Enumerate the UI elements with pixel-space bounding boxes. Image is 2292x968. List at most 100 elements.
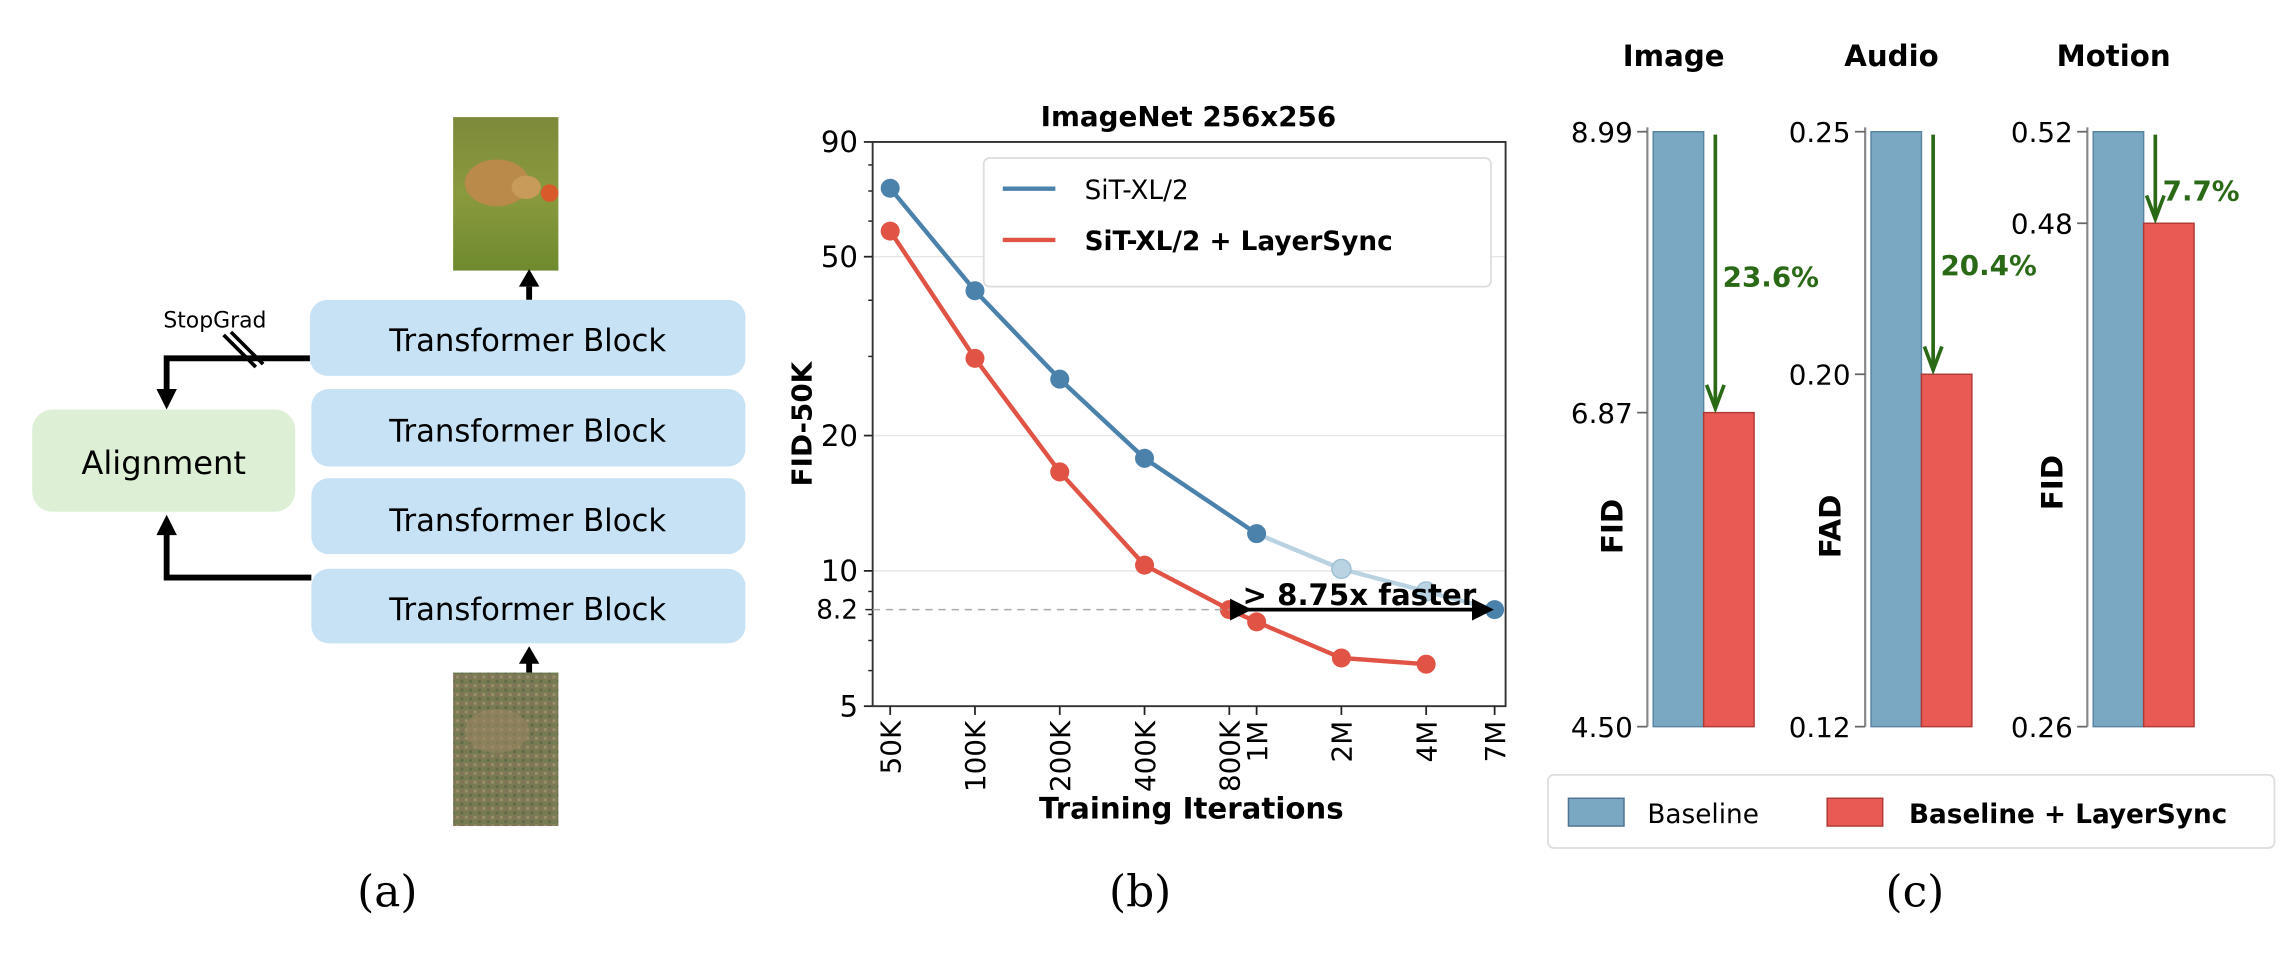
subplot-title: Motion <box>2057 39 2171 73</box>
diagram-panel: Transformer Block Transformer Block Tran… <box>32 117 746 917</box>
x-tick-label: 4M <box>1410 721 1443 763</box>
series-segment <box>1143 563 1231 612</box>
bar-baseline <box>2092 130 2145 728</box>
y-tick-label: 10 <box>821 554 858 588</box>
caption-c: (c) <box>1885 866 1944 917</box>
caption-b: (b) <box>1109 866 1171 917</box>
transformer-block-4: Transformer Block <box>311 568 746 644</box>
y-axis-label: FID <box>1596 499 1630 554</box>
speedup-annotation: > 8.75x faster <box>1242 578 1476 612</box>
plot-frame <box>871 141 1507 708</box>
series-segment <box>1058 377 1147 460</box>
block-label: Transformer Block <box>388 324 666 359</box>
x-tick-label: 200K <box>1044 720 1077 792</box>
stopgrad-icon <box>222 330 265 369</box>
data-point-sit <box>1135 448 1155 468</box>
y-tick-label: 0.26 <box>2011 711 2073 744</box>
y-tick-label: 0.25 <box>1789 116 1851 149</box>
bar-baseline <box>1652 130 1705 728</box>
y-axis-label: FID-50K <box>785 360 818 486</box>
y-tick-label: 8.99 <box>1571 116 1633 149</box>
data-point-sit <box>1331 558 1352 580</box>
y-tick-label: 50 <box>821 240 858 274</box>
data-point-sit <box>880 178 900 198</box>
legend-swatch-baseline <box>1567 797 1625 827</box>
series-segment <box>1341 655 1427 667</box>
data-point-sit <box>1485 600 1505 620</box>
bar-charts: Image FID 4.50 6.87 8.99 23.6% Audio FAD 0.12 0.2… <box>1547 39 2276 917</box>
lower-connector <box>156 514 312 581</box>
stopgrad-label: StopGrad <box>163 309 266 334</box>
series-segment <box>888 186 977 293</box>
reduction-arrow-head <box>1922 345 1944 376</box>
y-tick-label: 20 <box>821 419 858 453</box>
y-tick-label: 0.52 <box>2011 116 2073 149</box>
series-segment <box>1143 456 1258 536</box>
subplot-audio: Audio FAD 0.12 0.20 0.25 20.4% <box>1789 39 2037 744</box>
y-tick-label: 0.48 <box>2011 207 2073 240</box>
legend-label-baseline: Baseline <box>1647 800 1759 830</box>
subplot-image: Image FID 4.50 6.87 8.99 23.6% <box>1571 39 1819 744</box>
y-tick-label: 6.87 <box>1571 397 1633 430</box>
data-point-layersync <box>880 221 900 241</box>
line-chart: ImageNet 256x256 FID-50K Training Iterat… <box>785 100 1512 918</box>
block-label: Transformer Block <box>388 415 666 450</box>
block-label: Transformer Block <box>388 593 666 628</box>
series-segment <box>1058 470 1147 567</box>
data-point-layersync <box>1247 612 1267 632</box>
x-tick-label: 400K <box>1129 720 1162 792</box>
stopgrad-connector: StopGrad <box>156 309 310 410</box>
x-tick-label: 7M <box>1479 721 1512 763</box>
block-label: Transformer Block <box>388 504 666 539</box>
alignment-box: Alignment <box>32 409 296 512</box>
series-segment <box>973 289 1062 381</box>
data-point-layersync <box>1135 555 1155 575</box>
legend-label-layersync: SiT-XL/2 + LayerSync <box>1085 227 1393 257</box>
y-tick-label: 4.50 <box>1571 711 1633 744</box>
reduction-arrow-head <box>2144 194 2166 225</box>
alignment-label: Alignment <box>81 444 246 482</box>
arrow-up-output-head <box>518 269 540 287</box>
series-segment <box>1340 566 1427 594</box>
series-segment <box>1255 619 1343 661</box>
transformer-block-2: Transformer Block <box>311 388 746 467</box>
legend-swatch-layersync <box>1826 797 1884 827</box>
legend-label-baseline-layersync: Baseline + LayerSync <box>1909 800 2227 830</box>
reduction-label: 20.4% <box>1940 249 2036 282</box>
bar-layersync <box>1920 373 1973 728</box>
data-point-layersync <box>1416 654 1436 674</box>
data-point-layersync <box>1050 462 1070 482</box>
y-axis-label: FAD <box>1813 495 1847 558</box>
bar-layersync <box>1702 411 1755 728</box>
x-tick-label: 100K <box>959 720 992 792</box>
x-tick-label: 2M <box>1326 721 1359 763</box>
transformer-block-1: Transformer Block <box>309 299 746 376</box>
data-point-layersync <box>1331 648 1351 668</box>
y-tick-label: 5 <box>839 689 858 723</box>
y-tick-label: 0.20 <box>1789 359 1851 392</box>
reduction-label: 23.6% <box>1723 261 1819 294</box>
noisy-input-image <box>453 672 559 827</box>
subplot-title: Image <box>1623 39 1725 73</box>
series-segment <box>888 229 977 360</box>
series-segment <box>973 357 1062 474</box>
reduction-label: 7.7% <box>2163 174 2240 207</box>
y-tick-label: 8.2 <box>816 595 858 625</box>
y-tick-label: 0.12 <box>1789 711 1851 744</box>
subplot-title: Audio <box>1844 39 1938 73</box>
series-segment <box>1255 531 1343 571</box>
bar-layersync <box>2142 222 2195 728</box>
y-axis-label: FID <box>2036 455 2070 510</box>
transformer-block-3: Transformer Block <box>311 478 746 555</box>
x-axis-label: Training Iterations <box>1039 792 1344 826</box>
chart-title: ImageNet 256x256 <box>1041 100 1337 133</box>
output-image <box>453 117 559 271</box>
x-tick-label: 1M <box>1241 721 1274 763</box>
bar-legend: Baseline Baseline + LayerSync <box>1547 774 2276 849</box>
bar-baseline <box>1870 130 1923 728</box>
reduction-arrow-head <box>1704 384 1726 414</box>
data-point-layersync <box>965 348 985 368</box>
data-point-sit <box>1050 369 1070 389</box>
legend: SiT-XL/2 SiT-XL/2 + LayerSync <box>982 157 1492 288</box>
